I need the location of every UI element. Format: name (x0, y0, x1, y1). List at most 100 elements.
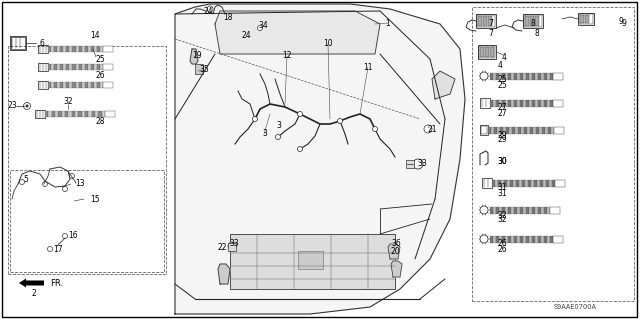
Polygon shape (432, 71, 455, 99)
Text: 8: 8 (534, 29, 540, 39)
Bar (84, 82, 88, 88)
Bar (10, 170, 164, 272)
Text: 8: 8 (531, 19, 536, 27)
Bar (490, 47, 494, 57)
Text: 28: 28 (95, 117, 105, 127)
Bar (516, 180, 519, 187)
Bar (544, 72, 547, 79)
Polygon shape (388, 244, 400, 259)
Bar (499, 206, 502, 213)
Circle shape (372, 127, 378, 131)
Text: 4: 4 (502, 54, 506, 63)
Bar (72, 111, 75, 117)
Bar (517, 235, 520, 242)
Bar (523, 72, 526, 79)
Bar (499, 72, 502, 79)
Bar (553, 100, 563, 107)
Bar (527, 127, 530, 133)
Bar (91, 64, 94, 70)
Bar (541, 235, 544, 242)
Bar (580, 15, 584, 23)
Bar (8, 46, 166, 274)
Bar (91, 46, 94, 52)
Text: 3: 3 (276, 122, 282, 130)
Circle shape (26, 105, 28, 107)
Bar (530, 127, 533, 133)
Bar (553, 72, 563, 79)
Bar (480, 47, 484, 57)
Bar (488, 127, 491, 133)
Bar (502, 72, 505, 79)
Bar (54, 82, 57, 88)
Bar (79, 64, 82, 70)
Circle shape (228, 242, 236, 250)
Bar (514, 235, 517, 242)
Bar (69, 82, 72, 88)
Bar (551, 127, 554, 133)
Bar (100, 82, 103, 88)
Polygon shape (215, 11, 380, 54)
Bar (60, 82, 63, 88)
Bar (536, 127, 539, 133)
Bar (97, 64, 100, 70)
Bar (495, 180, 498, 187)
Bar (514, 206, 517, 213)
Text: 7: 7 (488, 29, 493, 39)
Bar (493, 72, 496, 79)
Bar (524, 15, 542, 27)
Bar (503, 127, 506, 133)
Bar (532, 100, 535, 107)
Bar (76, 46, 79, 52)
Bar (530, 16, 534, 26)
Bar (485, 47, 489, 57)
Bar (88, 82, 91, 88)
Bar (545, 127, 548, 133)
Circle shape (253, 116, 257, 122)
Bar (526, 72, 529, 79)
Circle shape (257, 26, 262, 31)
Bar (518, 127, 521, 133)
Bar (520, 72, 523, 79)
Bar (480, 125, 488, 135)
Bar (535, 16, 539, 26)
Bar (546, 180, 549, 187)
Bar (526, 235, 529, 242)
Bar (538, 100, 541, 107)
Bar (538, 235, 541, 242)
Bar (499, 100, 502, 107)
Circle shape (424, 125, 432, 133)
Bar (533, 127, 536, 133)
Text: 6: 6 (40, 39, 44, 48)
Bar (11, 37, 25, 49)
Polygon shape (218, 264, 230, 284)
Bar (542, 127, 545, 133)
Text: 25: 25 (497, 76, 507, 85)
Bar (525, 16, 529, 26)
Bar (579, 14, 593, 24)
Bar (555, 180, 565, 187)
Text: 31: 31 (497, 189, 507, 197)
Bar (60, 46, 63, 52)
Bar (493, 100, 496, 107)
Bar (509, 127, 512, 133)
Bar (498, 180, 501, 187)
Text: 7: 7 (488, 19, 493, 27)
Bar (508, 206, 511, 213)
Text: 26: 26 (497, 240, 507, 249)
Text: 26: 26 (497, 244, 507, 254)
Bar (524, 127, 527, 133)
Bar (506, 127, 509, 133)
Text: 30: 30 (497, 157, 507, 166)
Bar (535, 206, 538, 213)
Bar (57, 82, 60, 88)
Bar (523, 206, 526, 213)
Text: 23: 23 (8, 101, 18, 110)
Bar (508, 235, 511, 242)
Bar (103, 64, 113, 70)
Bar (550, 206, 560, 213)
Bar (553, 235, 563, 242)
Bar (505, 72, 508, 79)
Bar (520, 206, 523, 213)
Bar (38, 63, 48, 71)
Bar (100, 64, 103, 70)
